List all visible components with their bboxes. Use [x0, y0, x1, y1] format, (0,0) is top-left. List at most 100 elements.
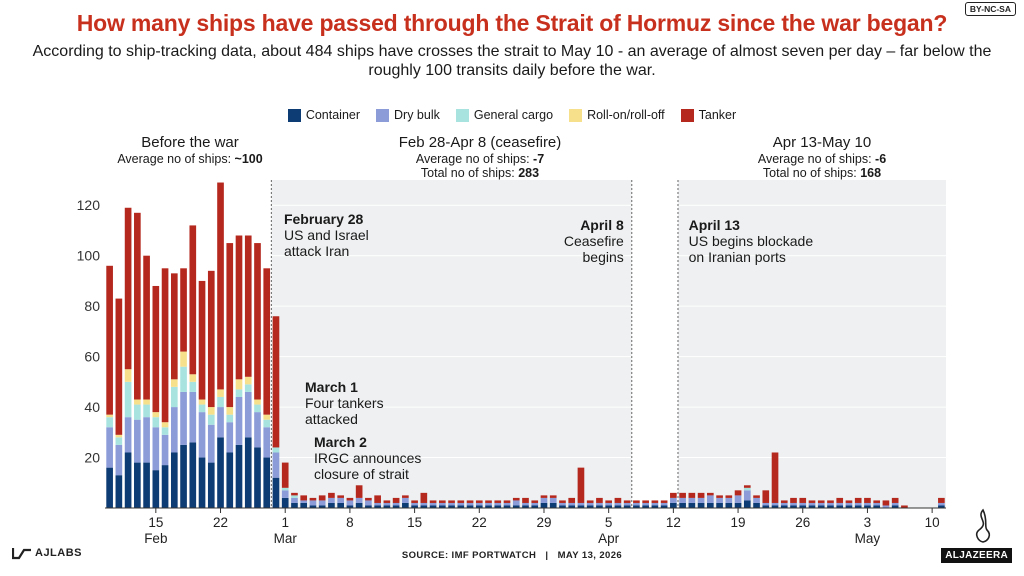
bar-segment [198, 280, 206, 400]
legend-item-dry-bulk: Dry bulk [376, 108, 440, 122]
bar-segment [845, 502, 853, 506]
bar-segment [254, 447, 261, 508]
bar-segment [226, 407, 234, 415]
bar-segment [827, 500, 834, 503]
bar-segment [596, 497, 603, 503]
bar-segment [300, 502, 308, 508]
bar-segment [374, 495, 381, 503]
bar-segment [559, 505, 566, 508]
bar-segment [512, 500, 520, 506]
bar-segment [143, 399, 150, 405]
bar-segment [291, 495, 298, 498]
bar-segment [540, 497, 548, 503]
bar-segment [522, 497, 529, 503]
bar-segment [124, 381, 132, 418]
legend: Container Dry bulk General cargo Roll-on… [0, 108, 1024, 122]
bar-segment [152, 285, 160, 413]
bar-segment [799, 502, 807, 506]
bar-segment [938, 502, 945, 506]
bar-segment [226, 422, 234, 453]
bar-segment [660, 500, 668, 503]
bar-segment [873, 502, 881, 506]
bar-segment [328, 502, 335, 508]
bar-segment [614, 505, 622, 508]
bar-segment [743, 487, 751, 491]
bar-segment [864, 497, 871, 503]
period-heading: Feb 28-Apr 8 (ceasefire) [398, 134, 562, 151]
bar-segment [300, 500, 308, 503]
bar-segment [707, 495, 714, 503]
bar-segment [420, 502, 428, 506]
bar-segment [762, 490, 770, 503]
bar-segment [882, 500, 890, 506]
x-tick-label: 26 [795, 515, 810, 530]
bar-segment [716, 495, 723, 498]
x-tick-label: 1 [281, 515, 289, 530]
bar-segment [522, 502, 529, 506]
annotation-apr8-text: begins [583, 249, 624, 265]
bar-segment [651, 500, 659, 503]
bar-segment [411, 505, 418, 508]
bar-segment [623, 500, 631, 503]
bar-segment [254, 404, 261, 413]
bar-segment [254, 243, 261, 400]
bar-segment [864, 505, 871, 508]
bar-segment [716, 502, 723, 508]
bar-segment [817, 500, 825, 503]
legend-swatch [376, 108, 390, 122]
bar-segment [901, 505, 908, 508]
bar-segment [383, 502, 391, 506]
bar-segment [753, 495, 760, 498]
bar-segment [688, 502, 696, 508]
bar-segment [180, 366, 187, 392]
bar-segment [633, 500, 640, 503]
bar-segment [891, 502, 899, 506]
x-tick-label: 15 [148, 515, 163, 530]
bar-segment [531, 502, 539, 506]
bar-segment [780, 505, 788, 508]
bar-segment [614, 502, 622, 506]
y-tick-label: 100 [77, 248, 101, 264]
bar-segment [697, 497, 705, 503]
bar-segment [235, 396, 243, 445]
bar-segment [540, 502, 548, 508]
bar-segment [254, 412, 261, 448]
bar-segment [402, 502, 409, 508]
bar-segment [771, 502, 779, 506]
bar-segment [827, 505, 834, 508]
bar-segment [374, 502, 381, 506]
bar-segment [522, 505, 529, 508]
bar-segment [346, 505, 354, 508]
bar-segment [568, 502, 576, 506]
bar-segment [503, 500, 511, 503]
bar-segment [152, 427, 160, 471]
bar-segment [124, 417, 132, 453]
legend-item-container: Container [287, 108, 360, 122]
aljazeera-emblem-icon [975, 508, 991, 543]
bar-segment [725, 502, 733, 508]
bar-segment [244, 391, 252, 438]
bar-segment [873, 500, 881, 503]
bar-segment [679, 502, 686, 508]
bar-segment [531, 500, 539, 503]
bar-segment [438, 500, 446, 503]
bar-segment [143, 404, 150, 418]
bar-segment [411, 500, 418, 503]
bar-segment [808, 505, 816, 508]
bar-segment [411, 502, 418, 506]
bar-segment [882, 505, 890, 508]
bar-segment [392, 497, 400, 503]
bar-segment [152, 412, 160, 418]
bar-segment [549, 495, 557, 498]
bar-segment [817, 505, 825, 508]
bar-segment [790, 502, 797, 506]
bar-segment [263, 457, 271, 508]
bar-segment [817, 502, 825, 506]
bar-segment [577, 505, 585, 508]
bar-segment [198, 412, 206, 458]
bar-segment [660, 502, 668, 506]
y-tick-label: 80 [84, 298, 100, 314]
x-month-label: Apr [598, 531, 620, 546]
bar-segment [494, 500, 502, 503]
bar-segment [115, 444, 123, 476]
